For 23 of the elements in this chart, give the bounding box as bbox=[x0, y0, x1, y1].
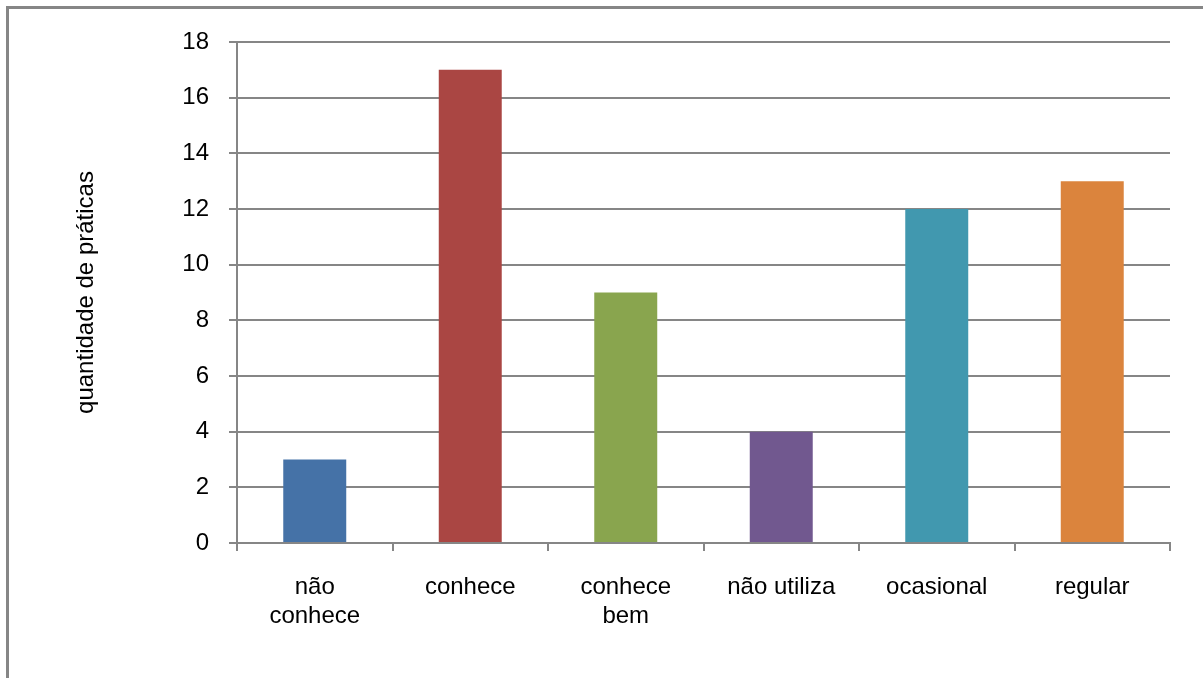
y-tick-label: 4 bbox=[195, 416, 209, 444]
bar bbox=[1060, 181, 1124, 542]
x-tick-label: regular bbox=[1054, 572, 1130, 600]
x-tick-label: conhece bbox=[424, 572, 516, 600]
y-axis-title: quantidade de práticas bbox=[71, 171, 99, 414]
y-tick-label: 14 bbox=[182, 137, 209, 165]
y-tick-label: 2 bbox=[195, 471, 209, 499]
x-tick-label: ocasional bbox=[886, 572, 988, 600]
x-tick-label: conhece bem bbox=[580, 572, 672, 628]
bar bbox=[749, 431, 813, 542]
y-tick-label: 12 bbox=[182, 193, 209, 221]
bar bbox=[283, 459, 347, 542]
y-tick-label: 8 bbox=[195, 304, 209, 332]
bar bbox=[594, 292, 658, 542]
x-tick-label: não utiliza bbox=[727, 572, 836, 600]
y-tick-label: 18 bbox=[182, 26, 209, 54]
y-tick-label: 0 bbox=[195, 527, 209, 555]
y-tick-label: 16 bbox=[182, 82, 209, 110]
bar bbox=[905, 209, 969, 542]
y-tick-label: 10 bbox=[182, 249, 209, 277]
x-tick-label: não conhece bbox=[269, 572, 361, 628]
bar bbox=[438, 69, 502, 542]
y-tick-label: 6 bbox=[195, 360, 209, 388]
